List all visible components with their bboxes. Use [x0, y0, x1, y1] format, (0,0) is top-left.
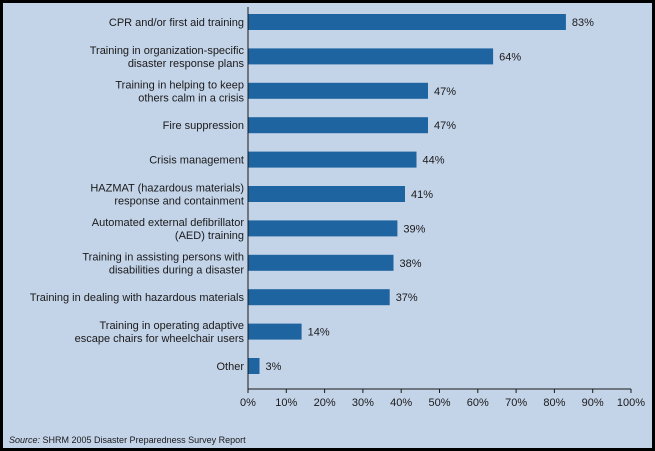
x-tick-label: 60% — [467, 397, 489, 409]
value-label: 41% — [411, 189, 433, 201]
category-label-line: response and containment — [114, 196, 244, 208]
value-labels: 83% 64% 47% 47% 44% 41% 39% 38% 37% 14% 3% — [266, 17, 595, 373]
category-label: Training in dealing with hazardous mater… — [30, 292, 245, 304]
value-label: 47% — [434, 86, 456, 98]
category-label-line: disabilities during a disaster — [109, 264, 244, 276]
source-text: SHRM 2005 Disaster Preparedness Survey R… — [40, 435, 246, 445]
x-tick-label: 0% — [240, 397, 256, 409]
category-label: Other — [216, 361, 244, 373]
category-label: Training in assisting persons with disabi… — [82, 251, 244, 276]
x-tick-label: 30% — [352, 397, 374, 409]
bar — [248, 323, 302, 340]
category-label: HAZMAT (hazardous materials) response and… — [90, 183, 244, 208]
category-label-line: Training in dealing with hazardous mater… — [30, 292, 245, 304]
bar — [248, 82, 428, 99]
category-label: Training in helping to keep others calm i… — [115, 79, 244, 104]
bar — [248, 220, 398, 237]
value-label: 64% — [499, 51, 521, 63]
category-label-line: CPR and/or first aid training — [109, 17, 244, 29]
value-label: 3% — [266, 361, 282, 373]
bar-chart: CPR and/or first aid training Training in… — [30, 7, 645, 409]
bar — [248, 254, 394, 271]
category-label: CPR and/or first aid training — [109, 17, 244, 29]
bar — [248, 289, 390, 306]
value-label: 37% — [396, 292, 418, 304]
category-label: Training in operating adaptive escape cha… — [75, 320, 245, 345]
category-label-line: Training in assisting persons with — [82, 251, 244, 263]
category-label: Crisis management — [149, 155, 244, 167]
x-tick-label: 70% — [505, 397, 527, 409]
category-label-line: HAZMAT (hazardous materials) — [90, 183, 244, 195]
value-label: 47% — [434, 120, 456, 132]
category-label-line: others calm in a crisis — [138, 92, 244, 104]
category-label: Automated external defibrillator (AED) tr… — [92, 217, 245, 242]
source-prefix: Source: — [9, 435, 41, 445]
value-label: 83% — [572, 17, 594, 29]
bar — [248, 186, 405, 202]
value-label: 38% — [400, 258, 422, 270]
bar — [248, 151, 417, 168]
x-tick-label: 100% — [617, 397, 645, 409]
x-tick-label: 80% — [543, 397, 565, 409]
category-label: Fire suppression — [163, 120, 244, 132]
category-labels: CPR and/or first aid training Training in… — [30, 17, 245, 373]
category-label-line: Automated external defibrillator — [92, 217, 245, 229]
category-label-line: Training in organization-specific — [90, 45, 245, 57]
x-tick-label: 90% — [582, 397, 604, 409]
value-label: 14% — [308, 327, 330, 339]
category-label-line: Training in helping to keep — [115, 79, 244, 91]
category-label-line: Other — [216, 361, 244, 373]
bars-group — [248, 14, 566, 374]
category-label-line: Crisis management — [149, 155, 244, 167]
value-label: 44% — [423, 155, 445, 167]
x-axis: 0% 10% 20% 30% 40% 50% 60% 70% 80% 90% 100% — [240, 7, 645, 409]
x-tick-label: 10% — [275, 397, 297, 409]
category-label: Training in organization-specific disaste… — [90, 45, 245, 70]
x-tick-label: 50% — [428, 397, 450, 409]
category-label-line: escape chairs for wheelchair users — [75, 333, 245, 345]
x-tick-label: 40% — [390, 397, 412, 409]
category-label-line: (AED) training — [175, 230, 244, 242]
value-label: 39% — [403, 223, 425, 235]
bar — [248, 117, 428, 134]
chart-frame: CPR and/or first aid training Training in… — [3, 3, 652, 448]
category-label-line: Fire suppression — [163, 120, 244, 132]
bar — [248, 48, 494, 65]
category-label-line: disaster response plans — [128, 58, 245, 70]
bar — [248, 358, 260, 374]
x-tick-label: 20% — [314, 397, 336, 409]
category-label-line: Training in operating adaptive — [99, 320, 244, 332]
source-note: Source: SHRM 2005 Disaster Preparedness … — [9, 435, 246, 445]
bar — [248, 14, 566, 30]
